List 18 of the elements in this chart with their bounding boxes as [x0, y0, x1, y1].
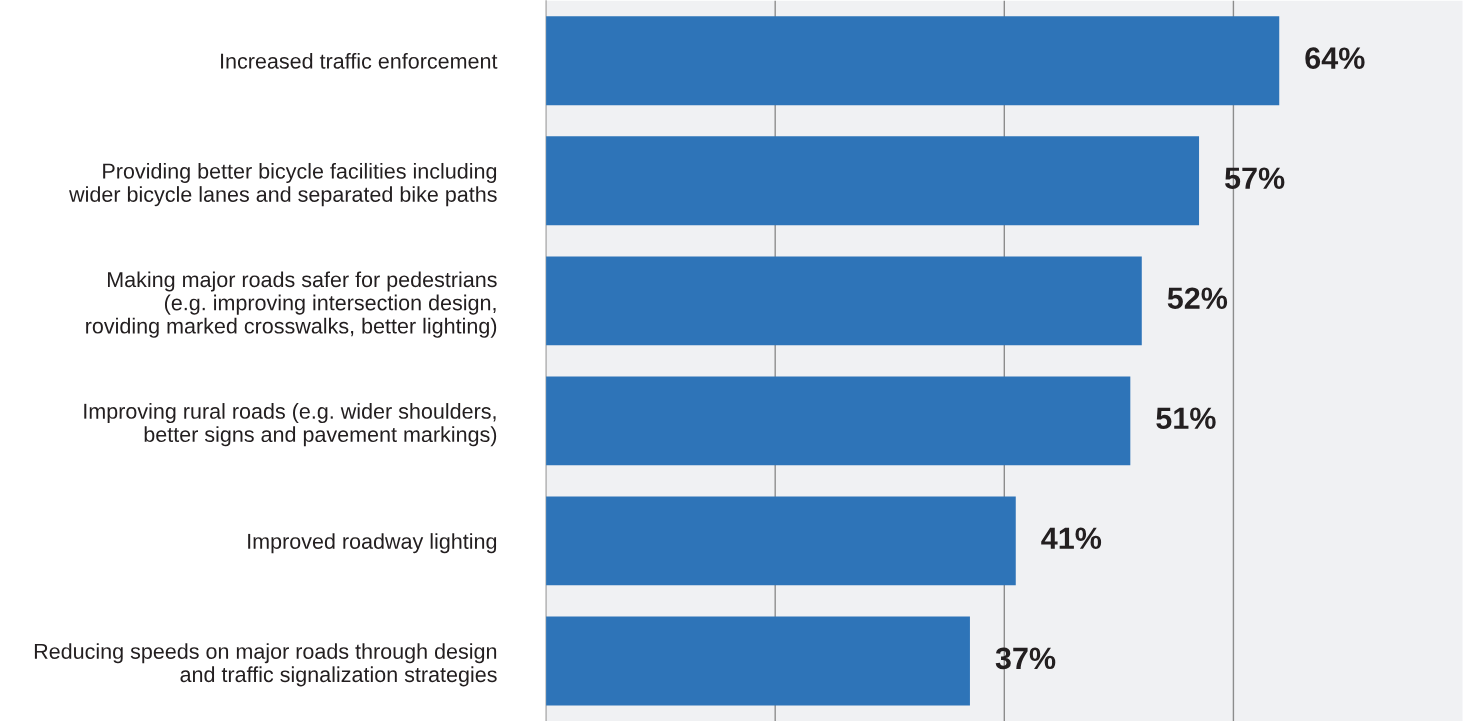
y-tick-label: Improving rural roads (e.g. wider shoulders, better signs and pavement markings)	[84, 403, 497, 447]
y-tick-label: Improved roadway lighting	[248, 533, 497, 554]
y-tick-label: Reducing speeds on major roads through design and traffic signalization strategies	[34, 643, 497, 687]
data-label: 52%	[1167, 287, 1228, 310]
bar	[546, 16, 1280, 106]
data-label: 64%	[1305, 47, 1365, 69]
bar	[546, 136, 1200, 226]
data-label: 51%	[1156, 407, 1216, 430]
bar	[546, 256, 1142, 346]
bar	[546, 496, 1016, 586]
data-label: 57%	[1224, 167, 1285, 189]
bar	[546, 376, 1131, 466]
data-label: 41%	[1041, 527, 1102, 550]
y-tick-label: Making major roads safer for pedestrians (e.g. improving intersection design, roviding marked crosswalks, better lighting)	[86, 271, 497, 338]
data-label: 37%	[995, 647, 1056, 670]
y-tick-label: Increased traffic enforcement	[221, 52, 498, 69]
bar	[546, 616, 970, 706]
y-tick-label: Providing better bicycle facilities including wider bicycle lanes and separated bike paths	[69, 162, 497, 207]
